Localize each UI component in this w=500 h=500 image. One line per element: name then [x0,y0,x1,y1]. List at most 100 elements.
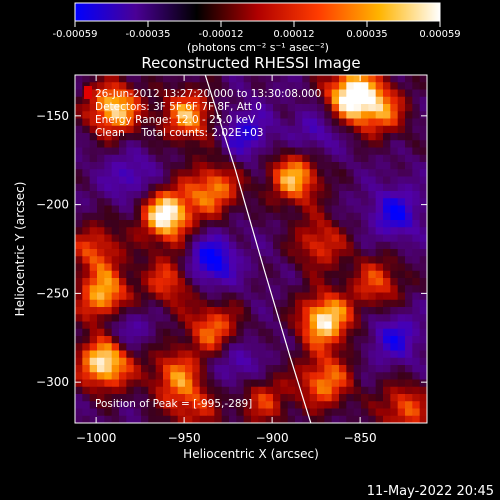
heatmap-cell [199,104,208,112]
heatmap-cell [133,256,142,264]
heatmap-cell [141,365,149,373]
heatmap-cell [295,386,303,395]
heatmap-cell [258,386,267,395]
heatmap-cell [119,104,127,112]
heatmap-cell [192,299,201,308]
heatmap-cell [287,75,296,83]
heatmap-cell [75,263,83,272]
heatmap-cell [75,285,83,293]
heatmap-cell [295,125,303,134]
heatmap-cell [258,343,267,351]
heatmap-cell [199,169,208,177]
heatmap-cell [405,270,413,279]
heatmap-cell [324,350,333,359]
heatmap-cell [346,241,355,250]
heatmap-cell [236,162,245,170]
heatmap-cell [185,270,193,279]
heatmap-cell [368,256,377,264]
heatmap-cell [104,205,113,214]
heatmap-cell [119,140,127,148]
heatmap-cell [405,365,413,373]
heatmap-cell [383,321,391,330]
heatmap-cell [111,394,120,402]
heatmap-cell [390,256,399,264]
heatmap-cell [214,104,223,112]
heatmap-cell [141,278,149,286]
heatmap-cell [412,336,421,344]
heatmap-cell [317,118,325,127]
heatmap-cell [207,321,215,330]
heatmap-cell [148,372,157,380]
heatmap-cell [243,314,252,322]
heatmap-cell [273,162,281,170]
heatmap-cell [383,220,391,228]
heatmap-cell [331,372,340,380]
heatmap-cell [243,125,252,134]
heatmap-cell [207,241,215,250]
heatmap-cell [177,256,186,264]
heatmap-cell [412,147,421,156]
heatmap-cell [405,372,413,380]
heatmap-cell [236,336,245,344]
heatmap-cell [163,154,171,163]
heatmap-cell [170,191,179,199]
heatmap-cell [155,350,164,359]
heatmap-cell [199,270,208,279]
heatmap-cell [302,183,311,192]
heatmap-cell [126,278,135,286]
heatmap-cell [287,408,296,417]
heatmap-cell [346,314,355,322]
heatmap-cell [192,140,201,148]
heatmap-cell [317,125,325,134]
heatmap-cell [317,227,325,235]
heatmap-cell [251,314,259,322]
heatmap-cell [207,140,215,148]
heatmap-cell [383,205,391,214]
heatmap-cell [331,212,340,221]
heatmap-cell [236,104,245,112]
heatmap-cell [309,314,318,322]
heatmap-cell [199,82,208,90]
heatmap-cell [155,401,164,409]
heatmap-cell [199,299,208,308]
heatmap-cell [353,328,362,337]
heatmap-cell [309,183,318,192]
heatmap-cell [353,241,362,250]
heatmap-cell [229,133,237,141]
heatmap-cell [368,133,377,141]
heatmap-cell [214,162,223,170]
heatmap-cell [331,270,340,279]
heatmap-cell [412,285,421,293]
heatmap-cell [82,220,91,228]
heatmap-cell [177,285,186,293]
heatmap-cell [368,328,377,337]
heatmap-cell [97,75,105,83]
heatmap-cell [361,147,369,156]
heatmap-cell [155,241,164,250]
heatmap-cell [199,154,208,163]
heatmap-cell [126,321,135,330]
heatmap-cell [397,118,406,127]
heatmap-cell [141,249,149,257]
heatmap-cell [368,343,377,351]
heatmap-cell [258,278,267,286]
heatmap-cell [361,299,369,308]
heatmap-cell [361,292,369,301]
heatmap-cell [302,379,311,388]
heatmap-cell [170,299,179,308]
heatmap-cell [309,263,318,272]
heatmap-cell [82,147,91,156]
heatmap-cell [199,408,208,417]
heatmap-cell [185,321,193,330]
heatmap-cell [375,365,384,373]
heatmap-cell [141,263,149,272]
heatmap-cell [221,140,230,148]
colorbar-unit-label: (photons cm⁻² s⁻¹ asec⁻²) [187,41,329,54]
heatmap-cell [82,357,91,366]
heatmap-cell [397,278,406,286]
heatmap-cell [243,292,252,301]
heatmap-cell [258,372,267,380]
heatmap-cell [104,401,113,409]
heatmap-cell [89,365,98,373]
heatmap-cell [361,401,369,409]
